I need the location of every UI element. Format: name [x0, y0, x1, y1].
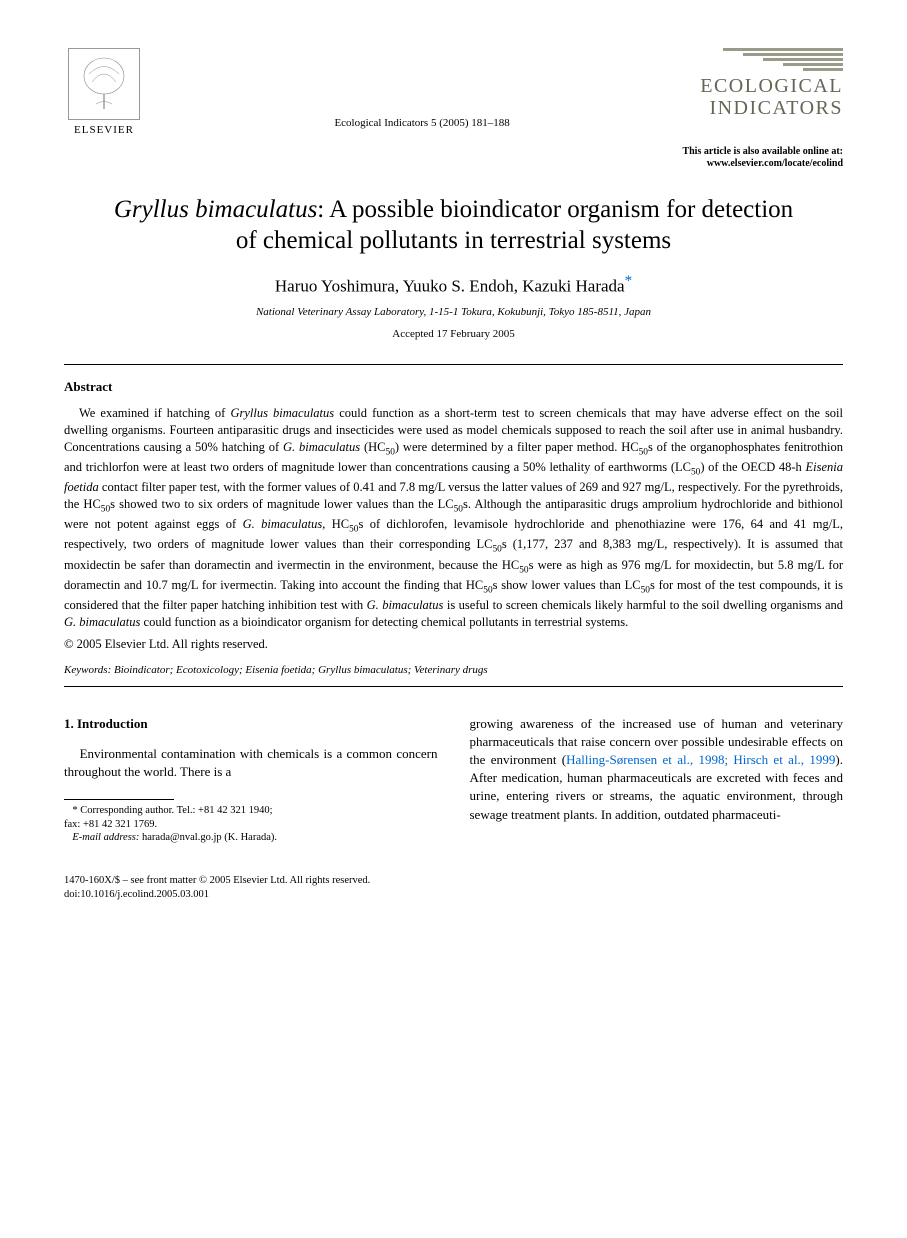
elsevier-logo: ELSEVIER: [64, 48, 144, 138]
footnote-star-icon: *: [72, 805, 77, 816]
authors: Haruo Yoshimura, Yuuko S. Endoh, Kazuki …: [64, 273, 843, 297]
article-title: Gryllus bimaculatus: A possible bioindic…: [104, 194, 803, 257]
corresponding-author-footnote: * Corresponding author. Tel.: +81 42 321…: [64, 804, 438, 818]
journal-logo-bars-icon: [700, 48, 843, 71]
publisher-name: ELSEVIER: [74, 124, 134, 136]
citation-container: Ecological Indicators 5 (2005) 181–188: [144, 114, 700, 138]
keywords-text: Bioindicator; Ecotoxicology; Eisenia foe…: [111, 664, 487, 676]
divider: [64, 686, 843, 687]
journal-logo: ECOLOGICAL INDICATORS: [700, 48, 843, 119]
intro-paragraph-right: growing awareness of the increased use o…: [470, 715, 844, 824]
elsevier-tree-icon: [68, 48, 140, 120]
title-rest: : A possible bioindicator organism for d…: [236, 196, 793, 254]
footer: 1470-160X/$ – see front matter © 2005 El…: [64, 874, 843, 901]
journal-name-line1: ECOLOGICAL: [700, 75, 843, 97]
body-columns: 1. Introduction Environmental contaminat…: [64, 715, 843, 847]
keywords-label: Keywords:: [64, 664, 111, 676]
keywords: Keywords: Bioindicator; Ecotoxicology; E…: [64, 664, 843, 676]
affiliation: National Veterinary Assay Laboratory, 1-…: [64, 306, 843, 318]
abstract-copyright: © 2005 Elsevier Ltd. All rights reserved…: [64, 637, 843, 652]
online-note-line2: www.elsevier.com/locate/ecolind: [707, 158, 843, 169]
footnote-corr-text: Corresponding author. Tel.: +81 42 321 1…: [80, 805, 272, 816]
right-column: growing awareness of the increased use o…: [470, 715, 844, 847]
accepted-date: Accepted 17 February 2005: [64, 328, 843, 340]
intro-paragraph-left: Environmental contamination with chemica…: [64, 745, 438, 781]
online-note-line1: This article is also available online at…: [682, 146, 843, 157]
citation: Ecological Indicators 5 (2005) 181–188: [334, 117, 509, 129]
footnote-email: E-mail address: harada@nval.go.jp (K. Ha…: [64, 831, 438, 846]
authors-list: Haruo Yoshimura, Yuuko S. Endoh, Kazuki …: [275, 276, 625, 295]
online-availability-note: This article is also available online at…: [64, 146, 843, 170]
corresponding-star-icon: *: [625, 273, 633, 289]
header-row: ELSEVIER Ecological Indicators 5 (2005) …: [64, 48, 843, 138]
section-heading-intro: 1. Introduction: [64, 715, 438, 733]
title-italic: Gryllus bimaculatus: [114, 196, 317, 223]
left-column: 1. Introduction Environmental contaminat…: [64, 715, 438, 847]
divider: [64, 364, 843, 365]
footnote-separator: [64, 799, 174, 800]
footnote-fax: fax: +81 42 321 1769.: [64, 818, 438, 832]
journal-name: ECOLOGICAL INDICATORS: [700, 75, 843, 119]
journal-name-line2: INDICATORS: [709, 97, 843, 119]
footer-line1: 1470-160X/$ – see front matter © 2005 El…: [64, 875, 370, 886]
abstract-body: We examined if hatching of Gryllus bimac…: [64, 405, 843, 630]
footer-line2: doi:10.1016/j.ecolind.2005.03.001: [64, 889, 209, 900]
email-value: harada@nval.go.jp (K. Harada).: [142, 832, 277, 843]
email-label: E-mail address:: [72, 832, 139, 843]
abstract-heading: Abstract: [64, 379, 843, 395]
